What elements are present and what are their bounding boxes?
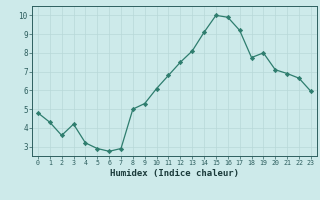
X-axis label: Humidex (Indice chaleur): Humidex (Indice chaleur)	[110, 169, 239, 178]
